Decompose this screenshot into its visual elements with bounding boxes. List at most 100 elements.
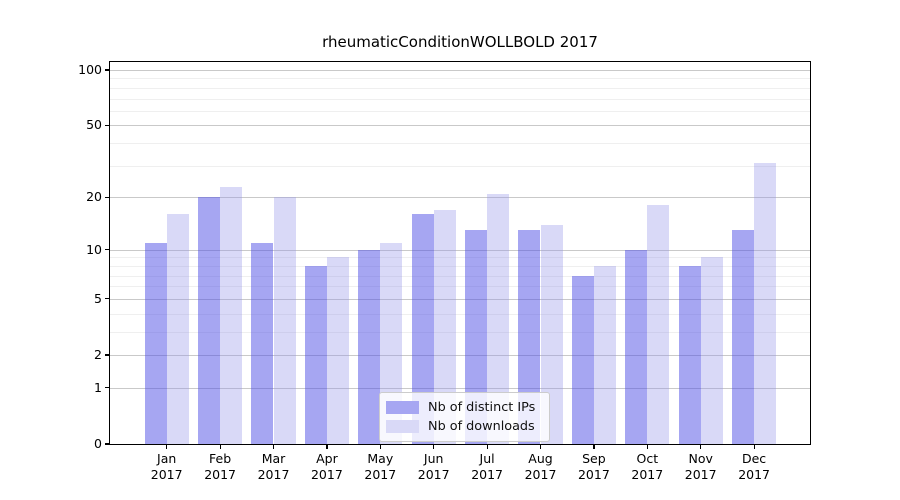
- y-tick-mark: [104, 196, 109, 198]
- major-gridline: [110, 355, 810, 356]
- x-tick-mark: [433, 444, 435, 449]
- y-tick-mark: [104, 443, 109, 445]
- bar-jan-downloads: [166, 214, 189, 444]
- y-tick-mark: [104, 124, 109, 127]
- x-tick-mark: [646, 444, 648, 449]
- x-tick-month: Nov: [688, 451, 713, 466]
- bar-sep-distinct-ips: [571, 275, 594, 444]
- x-tick-mark: [272, 444, 275, 449]
- y-tick-mark: [104, 69, 109, 71]
- x-tick-month: Jun: [423, 451, 444, 466]
- bar-feb-distinct-ips: [197, 197, 221, 444]
- x-tick-label-mar: Mar 2017: [242, 451, 306, 482]
- bar-mar-distinct-ips: [251, 242, 274, 444]
- minor-gridline: [110, 286, 810, 288]
- x-tick-year: 2017: [738, 466, 770, 482]
- bar-dec-distinct-ips: [731, 230, 755, 444]
- minor-gridline: [110, 110, 810, 112]
- x-tick-year: 2017: [471, 466, 503, 482]
- x-tick-month: Aug: [528, 451, 553, 466]
- x-tick-label-dec: Dec 2017: [722, 451, 786, 482]
- bar-jun-downloads: [433, 209, 456, 444]
- major-gridline: [110, 70, 810, 71]
- x-tick-year: 2017: [577, 466, 610, 482]
- bar-aug-downloads: [540, 224, 563, 444]
- x-tick-month: Dec: [741, 451, 767, 466]
- bar-apr-downloads: [326, 257, 350, 444]
- x-tick-label-feb: Feb 2017: [188, 451, 252, 482]
- x-tick-month: Apr: [316, 451, 338, 466]
- x-tick-mark: [593, 444, 595, 449]
- bar-jun-distinct-ips: [411, 214, 434, 444]
- bar-nov-downloads: [700, 257, 723, 444]
- x-tick-year: 2017: [204, 466, 236, 482]
- plot-area: Nb of distinct IPs Nb of downloads: [109, 61, 811, 445]
- y-tick-label: 10: [86, 241, 102, 257]
- minor-gridline: [110, 98, 810, 100]
- x-tick-year: 2017: [257, 466, 290, 482]
- x-tick-label-sep: Sep 2017: [562, 451, 626, 482]
- major-gridline: [110, 197, 810, 199]
- x-tick-label-oct: Oct 2017: [615, 451, 679, 482]
- minor-gridline: [110, 257, 810, 259]
- x-tick-month: Oct: [636, 451, 659, 466]
- bar-oct-downloads: [647, 205, 670, 444]
- y-tick-label: 0: [94, 436, 102, 451]
- bar-mar-downloads: [273, 197, 296, 444]
- x-tick-label-apr: Apr 2017: [295, 451, 359, 482]
- x-tick-label-jan: Jan 2017: [135, 451, 199, 482]
- legend: Nb of distinct IPs Nb of downloads: [379, 392, 550, 442]
- x-tick-month: Mar: [261, 451, 286, 466]
- y-tick-mark: [104, 354, 109, 356]
- y-tick-mark: [104, 298, 109, 300]
- x-tick-mark: [326, 444, 328, 449]
- bar-apr-distinct-ips: [304, 265, 327, 444]
- bar-jan-distinct-ips: [144, 242, 167, 444]
- bar-jul-downloads: [487, 193, 510, 444]
- bar-may-distinct-ips: [358, 249, 381, 444]
- bar-feb-downloads: [220, 186, 243, 444]
- x-tick-year: 2017: [310, 466, 343, 482]
- x-tick-mark: [166, 444, 168, 449]
- bar-dec-downloads: [754, 163, 777, 444]
- x-tick-mark: [486, 444, 488, 449]
- x-tick-mark: [753, 444, 755, 449]
- bar-jul-distinct-ips: [464, 230, 488, 444]
- x-tick-month: Jan: [157, 451, 177, 466]
- x-tick-month: May: [367, 451, 394, 466]
- y-tick-label: 50: [86, 117, 102, 133]
- major-gridline: [110, 387, 810, 389]
- y-tick-mark: [104, 387, 109, 389]
- y-tick-label: 20: [86, 189, 102, 205]
- x-tick-year: 2017: [684, 466, 717, 482]
- x-tick-label-may: May 2017: [348, 451, 412, 482]
- y-tick-label: 100: [78, 62, 102, 77]
- x-tick-label-jul: Jul 2017: [455, 451, 519, 482]
- legend-swatch-downloads: [386, 420, 419, 433]
- legend-swatch-distinct-ips: [386, 401, 419, 414]
- y-tick-label: 2: [94, 347, 102, 362]
- minor-gridline: [110, 275, 810, 277]
- x-tick-label-aug: Aug 2017: [509, 451, 573, 482]
- x-tick-month: Jul: [479, 451, 495, 466]
- bar-sep-downloads: [593, 265, 617, 444]
- y-tick-label: 5: [94, 290, 102, 306]
- minor-gridline: [110, 331, 810, 333]
- x-tick-year: 2017: [631, 466, 664, 482]
- major-gridline: [110, 298, 810, 300]
- x-tick-label-nov: Nov 2017: [669, 451, 733, 482]
- y-tick-label: 1: [94, 379, 102, 395]
- y-tick-mark: [104, 249, 109, 251]
- bar-aug-distinct-ips: [518, 230, 541, 444]
- bar-nov-distinct-ips: [678, 265, 701, 444]
- minor-gridline: [110, 165, 810, 167]
- x-tick-month: Sep: [582, 451, 606, 466]
- minor-gridline: [110, 143, 810, 145]
- x-tick-year: 2017: [524, 466, 557, 482]
- major-gridline: [110, 249, 810, 251]
- chart-title: rheumaticConditionWOLLBOLD 2017: [322, 33, 598, 51]
- legend-row-distinct-ips: Nb of distinct IPs: [386, 398, 543, 417]
- x-tick-year: 2017: [150, 466, 183, 482]
- x-tick-month: Feb: [209, 451, 232, 466]
